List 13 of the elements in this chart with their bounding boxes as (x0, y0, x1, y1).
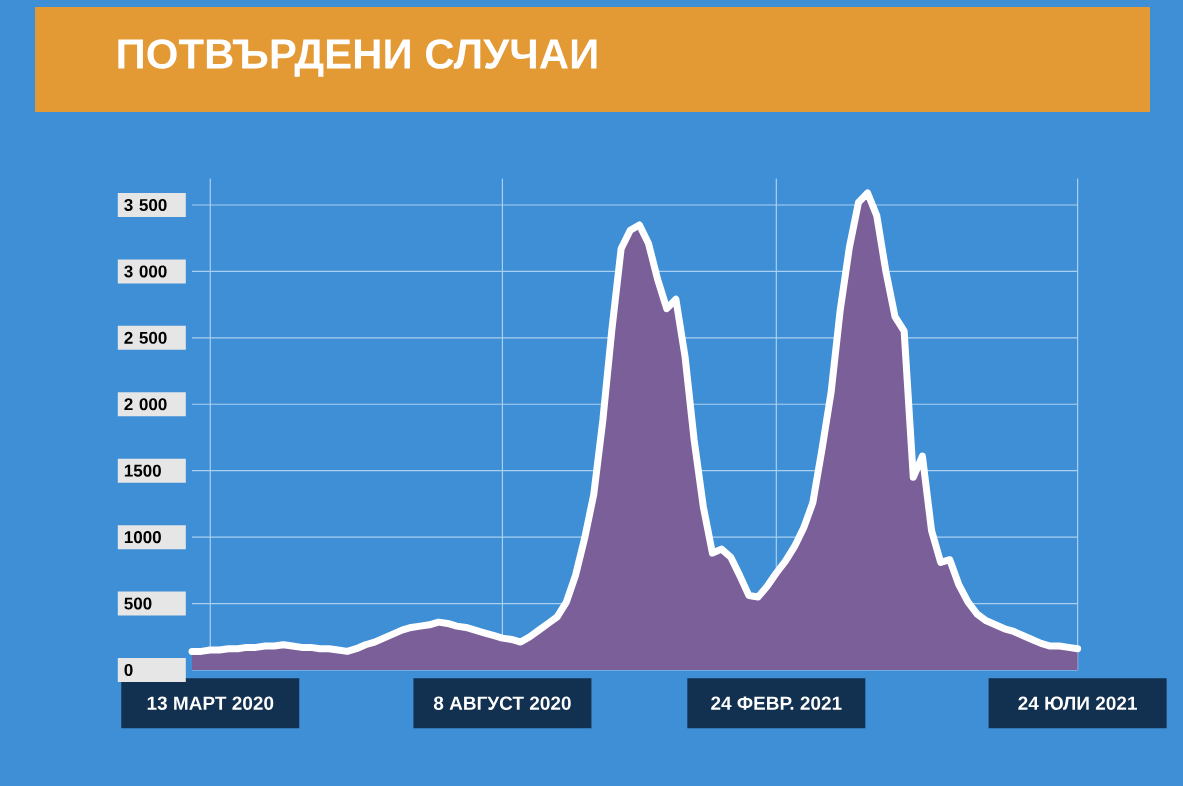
y-tick-label: 1000 (124, 531, 161, 544)
y-tick-label: 2 500 (124, 331, 167, 344)
y-tick-label: 3 500 (124, 198, 167, 212)
x-tick-label: 8 АВГУСТ 2020 (433, 696, 571, 710)
y-tick-label: 0 (124, 663, 133, 677)
x-tick-label: 24 ФЕВР. 2021 (711, 696, 842, 710)
x-tick-label: 13 МАРТ 2020 (147, 696, 274, 710)
y-tick-label: 500 (124, 597, 152, 610)
y-tick-label: 1500 (124, 464, 161, 477)
chart-title: ПОТВЪРДЕНИ СЛУЧАИ (118, 39, 597, 77)
y-tick-label: 2 000 (124, 398, 167, 411)
x-tick-label: 24 ЮЛИ 2021 (1018, 696, 1137, 710)
y-tick-label: 3 000 (124, 265, 167, 278)
